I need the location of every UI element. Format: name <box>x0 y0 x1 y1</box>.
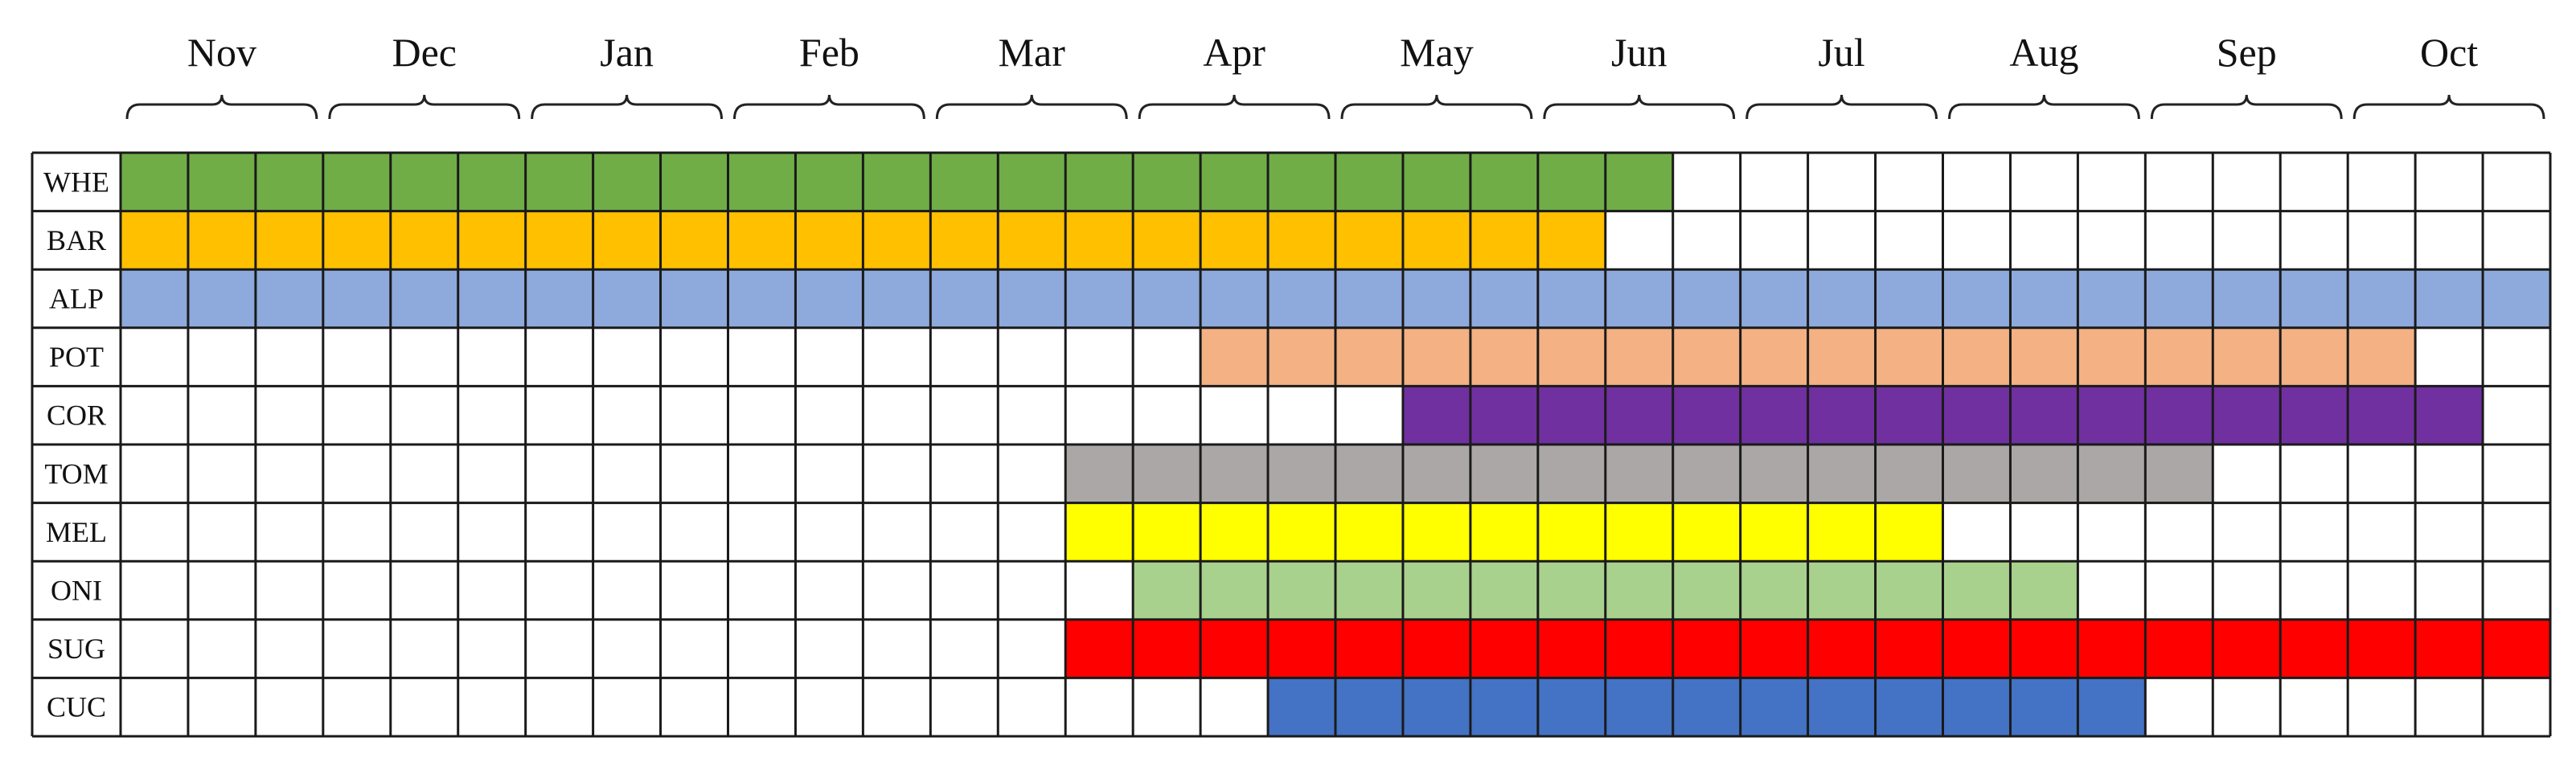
crop-label-sug: SUG <box>47 633 105 665</box>
month-label-jul: Jul <box>1818 30 1864 75</box>
month-brace-jul <box>1745 94 1938 120</box>
month-header: Nov Dec Jan Feb Mar Apr May Jun Jul Aug Sep Oct <box>125 30 2545 120</box>
crop-bar-mel <box>1065 502 1943 562</box>
month-label-aug: Aug <box>2009 30 2078 75</box>
month-label-nov: Nov <box>187 30 256 75</box>
crop-label-tom: TOM <box>44 457 108 490</box>
crop-label-mel: MEL <box>46 516 107 548</box>
month-brace-apr <box>1138 94 1331 120</box>
crop-bar-tom <box>1065 444 2213 503</box>
month-label-jan: Jan <box>600 30 654 75</box>
month-brace-may <box>1340 94 1533 120</box>
month-brace-nov <box>125 94 318 120</box>
crop-bar-whe <box>121 153 1673 211</box>
month-label-mar: Mar <box>999 30 1066 75</box>
month-label-oct: Oct <box>2420 30 2478 75</box>
month-label-feb: Feb <box>799 30 859 75</box>
crop-label-alp: ALP <box>49 283 104 315</box>
crop-label-cor: COR <box>47 399 106 432</box>
crop-label-oni: ONI <box>51 575 102 607</box>
month-label-jun: Jun <box>1611 30 1667 75</box>
month-label-sep: Sep <box>2217 30 2277 75</box>
month-label-may: May <box>1400 30 1474 75</box>
month-label-dec: Dec <box>392 30 457 75</box>
crop-labels: WHE BAR ALP POT COR TOM MEL ONI SUG CUC <box>43 166 109 723</box>
grid <box>31 151 2552 738</box>
month-brace-aug <box>1948 94 2140 120</box>
crop-label-bar: BAR <box>47 224 106 256</box>
month-label-apr: Apr <box>1203 30 1265 75</box>
month-brace-sep <box>2150 94 2343 120</box>
crop-label-whe: WHE <box>43 166 109 198</box>
month-brace-dec <box>328 94 521 120</box>
month-brace-feb <box>733 94 925 120</box>
crop-label-cuc: CUC <box>47 691 106 723</box>
month-brace-oct <box>2352 94 2545 120</box>
month-brace-jan <box>531 94 723 120</box>
crop-label-pot: POT <box>49 341 104 373</box>
month-brace-mar <box>935 94 1128 120</box>
crop-bar-cuc <box>1268 678 2146 736</box>
month-brace-jun <box>1543 94 1736 120</box>
